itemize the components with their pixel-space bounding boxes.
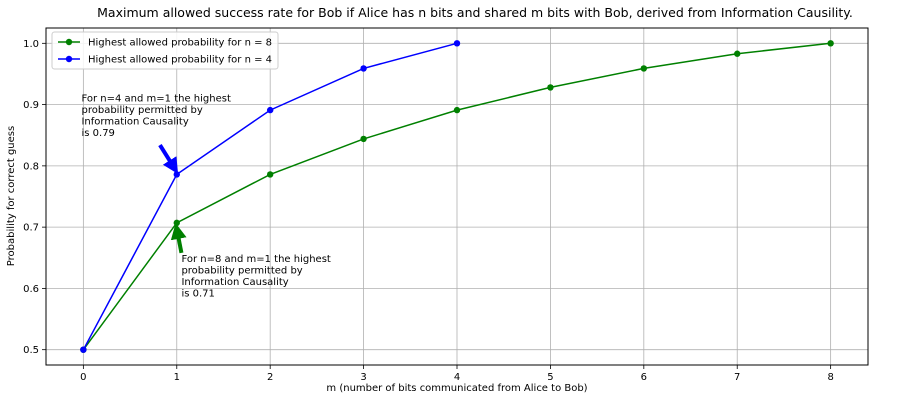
grid: [46, 28, 868, 365]
x-tick-label: 2: [267, 372, 273, 383]
y-axis-label: Probability for correct guess: [6, 126, 17, 266]
annotation-text-line: Information Causality: [181, 277, 288, 288]
legend-label: Highest allowed probability for n = 4: [88, 55, 272, 66]
chart-title: Maximum allowed success rate for Bob if …: [97, 5, 853, 20]
annotation-text-line: For n=8 and m=1 the highest: [181, 254, 330, 265]
x-tick-label: 0: [80, 372, 86, 383]
y-tick-label: 0.6: [23, 284, 39, 295]
x-tick-label: 5: [547, 372, 553, 383]
data-point: [173, 171, 180, 178]
annotation-text-line: probability permitted by: [81, 105, 202, 116]
annotation-text-line: Information Causality: [81, 117, 188, 128]
y-tick-label: 0.7: [23, 223, 39, 234]
y-tick-label: 0.5: [23, 345, 39, 356]
data-point: [827, 40, 834, 47]
x-tick-label: 4: [454, 372, 460, 383]
data-point: [640, 65, 648, 72]
annotation-text-line: is 0.79: [81, 128, 114, 139]
annotation-text-line: For n=4 and m=1 the highest: [81, 94, 230, 105]
y-tick-label: 0.9: [23, 100, 39, 111]
y-tick-label: 0.8: [23, 161, 39, 172]
x-tick-label: 7: [734, 372, 740, 383]
data-point: [453, 106, 461, 114]
annotation-text-line: is 0.71: [181, 289, 214, 300]
annotation-text-line: probability permitted by: [181, 266, 302, 277]
data-point: [360, 135, 367, 143]
x-axis-label: m (number of bits communicated from Alic…: [326, 383, 587, 394]
data-point: [266, 106, 274, 114]
data-point: [453, 40, 461, 47]
legend-marker: [65, 38, 73, 46]
x-tick-label: 6: [641, 372, 647, 383]
legend-marker: [65, 55, 73, 63]
x-tick-label: 3: [360, 372, 366, 383]
legend: Highest allowed probability for n = 8 Hig…: [51, 31, 279, 70]
legend-label: Highest allowed probability for n = 8: [88, 38, 272, 49]
ticks: 0 1 2 3 4 5 6 7 8 0.5 0.6 0.7 0.8 0.9 1.0: [23, 39, 834, 383]
legend-entry: Highest allowed probability for n = 4: [58, 55, 272, 66]
x-tick-label: 1: [174, 372, 180, 383]
series-layer: [80, 40, 834, 353]
data-point: [360, 65, 367, 72]
data-point: [547, 84, 554, 91]
y-tick-label: 1.0: [23, 39, 39, 50]
data-point: [734, 50, 741, 57]
legend-entry: Highest allowed probability for n = 8: [58, 38, 272, 49]
x-tick-label: 8: [827, 372, 833, 383]
data-point: [173, 219, 180, 227]
annotation-arrow: [170, 223, 187, 254]
data-point: [266, 171, 274, 178]
data-point: [80, 346, 87, 353]
annotation-arrow: [158, 143, 179, 175]
legend-box: [51, 31, 279, 70]
